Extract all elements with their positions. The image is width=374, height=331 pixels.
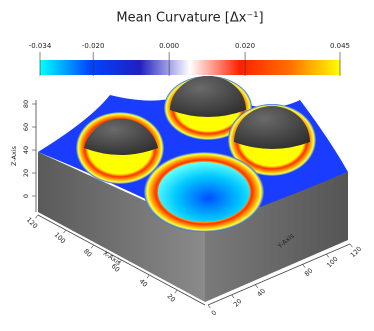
scene — [35, 76, 351, 306]
axis-tick — [118, 259, 122, 264]
axis-tick — [231, 294, 235, 299]
axis-tick — [207, 304, 211, 309]
axis-tick-label: 80 — [82, 247, 94, 259]
axis-tick-label: 80 — [22, 100, 30, 108]
axis-tick-label: 100 — [325, 255, 339, 269]
axis-tick-label: 20 — [232, 297, 244, 309]
axis-tick-label: 20 — [22, 169, 30, 177]
axis-tick-label: 60 — [22, 123, 30, 131]
colorbar-tick-label: 0.045 — [330, 42, 350, 50]
axis-tick-label: 0 — [22, 194, 30, 198]
axis-tick — [255, 284, 258, 289]
axis-tick-label: 120 — [25, 216, 39, 230]
axis-tick-label: 100 — [53, 231, 67, 245]
axis-tick-label: 20 — [165, 292, 177, 304]
axis-tick — [63, 229, 67, 234]
axis-tick — [326, 253, 329, 258]
axis-tick-label: 0 — [210, 309, 219, 318]
z-axis-title: Z-Axis — [10, 145, 18, 166]
axis-tick-label: 80 — [303, 267, 315, 279]
axis-tick — [35, 214, 39, 219]
axis-tick-label: 40 — [138, 277, 150, 289]
axis-tick — [349, 243, 353, 248]
axis-tick — [302, 264, 306, 268]
axis-tick — [174, 289, 178, 294]
axis-tick-label: 40 — [22, 146, 30, 154]
axis-tick — [146, 274, 150, 279]
axis-tick — [91, 244, 94, 249]
colorbar-tick-label: -0.034 — [29, 42, 52, 50]
colorbar-tick-label: -0.020 — [82, 42, 105, 50]
axis-tick-label: 60 — [110, 262, 122, 274]
chart-title: Mean Curvature [Δx⁻¹] — [116, 11, 263, 26]
colorbar-tick-label: 0.020 — [235, 42, 255, 50]
axis-tick-label: 120 — [349, 245, 363, 259]
axis-tick-label: 40 — [256, 287, 268, 299]
colorbar — [40, 60, 340, 75]
colorbar-tick-label: 0.000 — [159, 42, 179, 50]
